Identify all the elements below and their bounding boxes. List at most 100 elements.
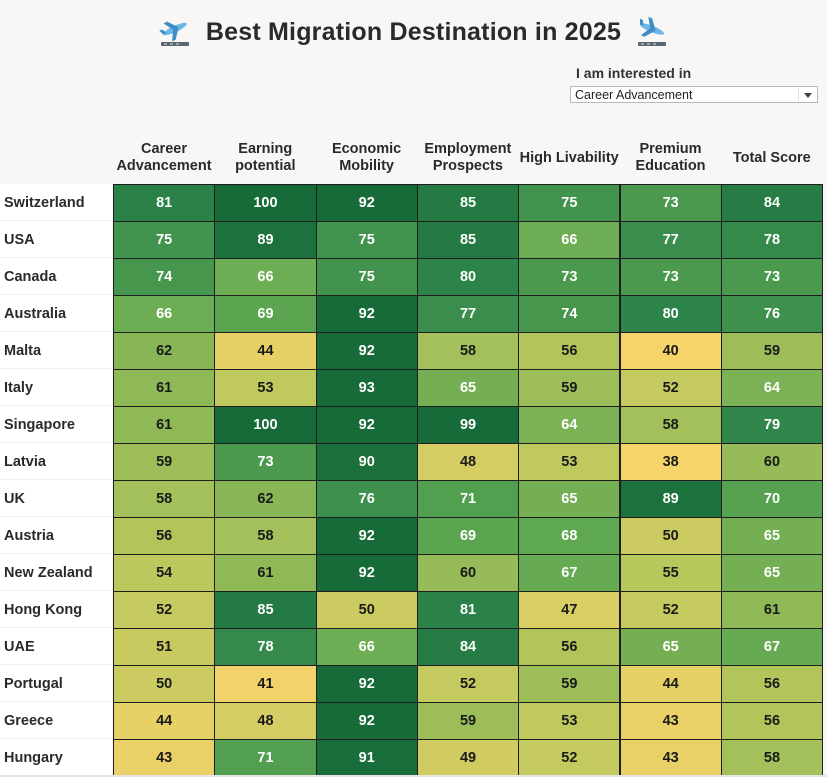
heatmap-cell-greece-economic-mobility[interactable]: 92 [315,702,418,740]
row-label-italy[interactable]: Italy [4,379,34,396]
heatmap-cell-canada-earning-potential[interactable]: 66 [214,258,317,296]
heatmap-cell-singapore-total-score[interactable]: 79 [720,406,824,444]
row-label-australia[interactable]: Australia [4,305,67,322]
row-label-uk[interactable]: UK [4,490,25,507]
heatmap-cell-uk-total-score[interactable]: 70 [720,480,824,518]
heatmap-cell-singapore-career-advancement[interactable]: 61 [113,406,216,444]
row-label-usa[interactable]: USA [4,231,35,248]
heatmap-cell-uae-high-livability[interactable]: 56 [518,628,621,666]
heatmap-cell-italy-total-score[interactable]: 64 [720,369,824,407]
heatmap-cell-latvia-career-advancement[interactable]: 59 [113,443,216,481]
heatmap-cell-latvia-earning-potential[interactable]: 73 [214,443,317,481]
heatmap-cell-australia-total-score[interactable]: 76 [720,295,824,333]
heatmap-cell-new-zealand-career-advancement[interactable]: 54 [113,554,216,592]
heatmap-cell-uk-premium-education[interactable]: 89 [619,480,722,518]
heatmap-cell-usa-earning-potential[interactable]: 89 [214,221,317,259]
heatmap-cell-usa-employment-prospects[interactable]: 85 [416,221,520,259]
heatmap-cell-usa-total-score[interactable]: 78 [720,221,824,259]
heatmap-cell-hungary-premium-education[interactable]: 43 [619,739,722,777]
heatmap-cell-australia-high-livability[interactable]: 74 [518,295,621,333]
heatmap-cell-uae-employment-prospects[interactable]: 84 [416,628,520,666]
heatmap-cell-australia-economic-mobility[interactable]: 92 [315,295,418,333]
heatmap-cell-canada-total-score[interactable]: 73 [720,258,824,296]
heatmap-cell-hong-kong-premium-education[interactable]: 52 [619,591,722,629]
heatmap-cell-italy-high-livability[interactable]: 59 [518,369,621,407]
heatmap-cell-uk-high-livability[interactable]: 65 [518,480,621,518]
heatmap-cell-singapore-premium-education[interactable]: 58 [619,406,722,444]
heatmap-cell-australia-career-advancement[interactable]: 66 [113,295,216,333]
heatmap-cell-switzerland-economic-mobility[interactable]: 92 [315,184,418,222]
heatmap-cell-switzerland-career-advancement[interactable]: 81 [113,184,216,222]
heatmap-cell-malta-economic-mobility[interactable]: 92 [315,332,418,370]
heatmap-cell-hungary-economic-mobility[interactable]: 91 [315,739,418,777]
heatmap-cell-portugal-employment-prospects[interactable]: 52 [416,665,520,703]
heatmap-cell-switzerland-total-score[interactable]: 84 [720,184,824,222]
row-label-hong-kong[interactable]: Hong Kong [4,601,83,618]
row-label-canada[interactable]: Canada [4,268,57,285]
heatmap-cell-singapore-economic-mobility[interactable]: 92 [315,406,418,444]
column-header-earning-potential[interactable]: Earning potential [235,141,296,174]
heatmap-cell-usa-economic-mobility[interactable]: 75 [315,221,418,259]
heatmap-cell-usa-high-livability[interactable]: 66 [518,221,621,259]
heatmap-cell-austria-total-score[interactable]: 65 [720,517,824,555]
heatmap-cell-australia-premium-education[interactable]: 80 [619,295,722,333]
heatmap-cell-hong-kong-high-livability[interactable]: 47 [518,591,621,629]
heatmap-cell-latvia-total-score[interactable]: 60 [720,443,824,481]
heatmap-cell-portugal-economic-mobility[interactable]: 92 [315,665,418,703]
heatmap-cell-greece-earning-potential[interactable]: 48 [214,702,317,740]
heatmap-cell-uk-economic-mobility[interactable]: 76 [315,480,418,518]
heatmap-cell-austria-high-livability[interactable]: 68 [518,517,621,555]
heatmap-cell-portugal-career-advancement[interactable]: 50 [113,665,216,703]
heatmap-cell-uae-earning-potential[interactable]: 78 [214,628,317,666]
row-label-uae[interactable]: UAE [4,638,35,655]
heatmap-cell-latvia-premium-education[interactable]: 38 [619,443,722,481]
row-label-latvia[interactable]: Latvia [4,453,46,470]
heatmap-cell-greece-total-score[interactable]: 56 [720,702,824,740]
heatmap-cell-uk-career-advancement[interactable]: 58 [113,480,216,518]
heatmap-cell-portugal-total-score[interactable]: 56 [720,665,824,703]
heatmap-cell-canada-high-livability[interactable]: 73 [518,258,621,296]
heatmap-cell-canada-premium-education[interactable]: 73 [619,258,722,296]
heatmap-cell-austria-premium-education[interactable]: 50 [619,517,722,555]
heatmap-cell-uae-premium-education[interactable]: 65 [619,628,722,666]
heatmap-cell-malta-high-livability[interactable]: 56 [518,332,621,370]
heatmap-cell-hungary-employment-prospects[interactable]: 49 [416,739,520,777]
heatmap-cell-uae-economic-mobility[interactable]: 66 [315,628,418,666]
heatmap-cell-canada-economic-mobility[interactable]: 75 [315,258,418,296]
heatmap-cell-italy-employment-prospects[interactable]: 65 [416,369,520,407]
heatmap-cell-portugal-high-livability[interactable]: 59 [518,665,621,703]
heatmap-cell-italy-premium-education[interactable]: 52 [619,369,722,407]
heatmap-cell-new-zealand-premium-education[interactable]: 55 [619,554,722,592]
heatmap-cell-italy-economic-mobility[interactable]: 93 [315,369,418,407]
heatmap-cell-hong-kong-career-advancement[interactable]: 52 [113,591,216,629]
column-header-economic-mobility[interactable]: Economic Mobility [331,141,402,174]
heatmap-cell-greece-high-livability[interactable]: 53 [518,702,621,740]
heatmap-cell-austria-employment-prospects[interactable]: 69 [416,517,520,555]
column-header-career-advancement[interactable]: Career Advancement [116,141,212,174]
row-label-singapore[interactable]: Singapore [4,416,75,433]
row-label-switzerland[interactable]: Switzerland [4,194,85,211]
row-label-new-zealand[interactable]: New Zealand [4,564,93,581]
row-label-austria[interactable]: Austria [4,527,54,544]
heatmap-cell-malta-total-score[interactable]: 59 [720,332,824,370]
heatmap-cell-canada-employment-prospects[interactable]: 80 [416,258,520,296]
heatmap-cell-new-zealand-total-score[interactable]: 65 [720,554,824,592]
row-label-greece[interactable]: Greece [4,712,54,729]
heatmap-cell-portugal-earning-potential[interactable]: 41 [214,665,317,703]
heatmap-cell-hong-kong-total-score[interactable]: 61 [720,591,824,629]
heatmap-cell-hungary-earning-potential[interactable]: 71 [214,739,317,777]
heatmap-cell-australia-earning-potential[interactable]: 69 [214,295,317,333]
heatmap-cell-uk-earning-potential[interactable]: 62 [214,480,317,518]
heatmap-cell-switzerland-employment-prospects[interactable]: 85 [416,184,520,222]
heatmap-cell-australia-employment-prospects[interactable]: 77 [416,295,520,333]
heatmap-cell-hong-kong-earning-potential[interactable]: 85 [214,591,317,629]
heatmap-cell-new-zealand-earning-potential[interactable]: 61 [214,554,317,592]
heatmap-cell-greece-career-advancement[interactable]: 44 [113,702,216,740]
heatmap-cell-latvia-economic-mobility[interactable]: 90 [315,443,418,481]
heatmap-cell-uae-career-advancement[interactable]: 51 [113,628,216,666]
chevron-down-icon[interactable] [804,93,812,98]
heatmap-cell-italy-career-advancement[interactable]: 61 [113,369,216,407]
heatmap-cell-malta-earning-potential[interactable]: 44 [214,332,317,370]
heatmap-cell-portugal-premium-education[interactable]: 44 [619,665,722,703]
heatmap-cell-latvia-high-livability[interactable]: 53 [518,443,621,481]
